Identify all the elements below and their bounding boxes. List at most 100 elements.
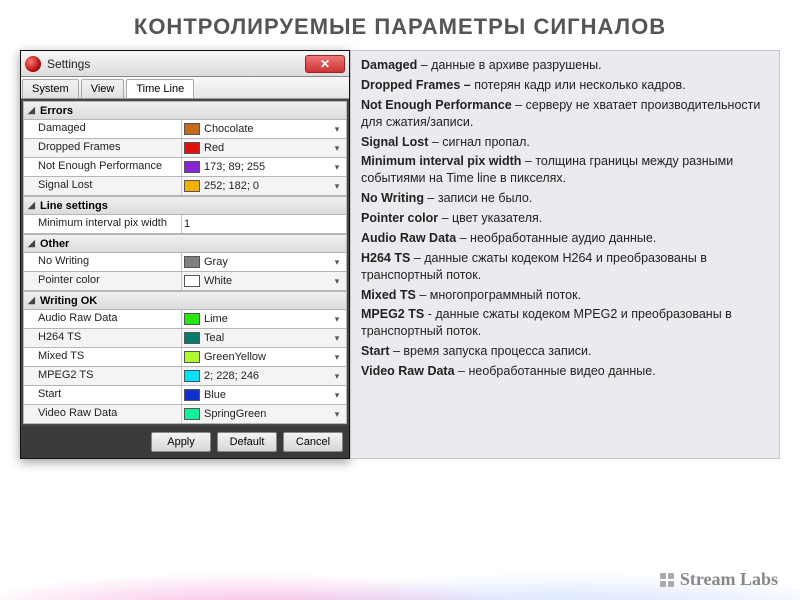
description-line: MPEG2 TS - данные сжаты кодеком MPEG2 и … xyxy=(361,306,769,340)
property-value[interactable]: 2; 228; 246 ▾ xyxy=(182,367,346,385)
property-value[interactable]: 252; 182; 0 ▾ xyxy=(182,177,346,195)
dropdown-icon[interactable]: ▾ xyxy=(330,314,344,325)
color-swatch xyxy=(184,408,200,420)
property-label: Signal Lost xyxy=(24,177,182,195)
dropdown-icon[interactable]: ▾ xyxy=(330,409,344,420)
section-header[interactable]: ◢Errors xyxy=(23,101,347,120)
description-term: Not Enough Performance xyxy=(361,98,512,112)
description-term: Pointer color xyxy=(361,211,438,225)
dropdown-icon[interactable]: ▾ xyxy=(330,143,344,154)
property-value-text: Blue xyxy=(204,389,226,401)
description-term: Dropped Frames – xyxy=(361,78,471,92)
property-value[interactable]: Chocolate▾ xyxy=(182,120,346,138)
description-term: Audio Raw Data xyxy=(361,231,456,245)
property-value[interactable]: White▾ xyxy=(182,272,346,290)
property-value[interactable]: Blue ▾ xyxy=(182,386,346,404)
dropdown-icon[interactable]: ▾ xyxy=(330,257,344,268)
property-value-text: Teal xyxy=(204,332,224,344)
color-swatch xyxy=(184,332,200,344)
section-title: Line settings xyxy=(40,200,108,212)
property-row[interactable]: MPEG2 TS2; 228; 246▾ xyxy=(23,367,347,386)
description-term: MPEG2 TS xyxy=(361,307,424,321)
property-row[interactable]: Not Enough Performance173; 89; 255▾ xyxy=(23,158,347,177)
color-swatch xyxy=(184,142,200,154)
property-row[interactable]: Signal Lost 252; 182; 0 ▾ xyxy=(23,177,347,196)
property-label: Audio Raw Data xyxy=(24,310,182,328)
property-row[interactable]: Minimum interval pix width1 xyxy=(23,215,347,234)
close-button[interactable]: ✕ xyxy=(305,55,345,73)
tab-bar: SystemViewTime Line xyxy=(21,77,349,99)
property-value[interactable]: 173; 89; 255 ▾ xyxy=(182,158,346,176)
property-label: Start xyxy=(24,386,182,404)
tab-view[interactable]: View xyxy=(81,79,125,98)
collapse-icon: ◢ xyxy=(28,105,38,116)
property-label: Mixed TS xyxy=(24,348,182,366)
description-term: Video Raw Data xyxy=(361,364,455,378)
collapse-icon: ◢ xyxy=(28,200,38,211)
property-label: Minimum interval pix width xyxy=(24,215,182,233)
property-row[interactable]: Mixed TS GreenYellow ▾ xyxy=(23,348,347,367)
color-swatch xyxy=(184,313,200,325)
app-icon xyxy=(25,56,41,72)
section-header[interactable]: ◢Line settings xyxy=(23,196,347,215)
property-value[interactable]: 1 xyxy=(182,215,346,233)
window-titlebar[interactable]: Settings ✕ xyxy=(21,51,349,77)
description-line: Pointer color – цвет указателя. xyxy=(361,210,769,227)
dropdown-icon[interactable]: ▾ xyxy=(330,124,344,135)
color-swatch xyxy=(184,351,200,363)
property-row[interactable]: H264 TS Teal ▾ xyxy=(23,329,347,348)
section-header[interactable]: ◢Other xyxy=(23,234,347,253)
property-value-text: GreenYellow xyxy=(204,351,266,363)
brand-logo: Stream Labs xyxy=(660,569,778,590)
property-value[interactable]: Teal ▾ xyxy=(182,329,346,347)
property-row[interactable]: Start Blue ▾ xyxy=(23,386,347,405)
description-term: Damaged xyxy=(361,58,417,72)
page-title: КОНТРОЛИРУЕМЫЕ ПАРАМЕТРЫ СИГНАЛОВ xyxy=(0,0,800,50)
cancel-button[interactable]: Cancel xyxy=(283,432,343,452)
dropdown-icon[interactable]: ▾ xyxy=(330,162,344,173)
collapse-icon: ◢ xyxy=(28,238,38,249)
property-value[interactable]: Lime▾ xyxy=(182,310,346,328)
description-line: Mixed TS – многопрограммный поток. xyxy=(361,287,769,304)
property-value[interactable]: SpringGreen▾ xyxy=(182,405,346,423)
property-value-text: 1 xyxy=(184,218,190,230)
apply-button[interactable]: Apply xyxy=(151,432,211,452)
collapse-icon: ◢ xyxy=(28,295,38,306)
tab-time-line[interactable]: Time Line xyxy=(126,79,194,98)
description-line: Damaged – данные в архиве разрушены. xyxy=(361,57,769,74)
dropdown-icon[interactable]: ▾ xyxy=(330,333,344,344)
default-button[interactable]: Default xyxy=(217,432,277,452)
dropdown-icon[interactable]: ▾ xyxy=(330,276,344,287)
property-value[interactable]: Gray ▾ xyxy=(182,253,346,271)
property-label: No Writing xyxy=(24,253,182,271)
property-label: H264 TS xyxy=(24,329,182,347)
property-label: Damaged xyxy=(24,120,182,138)
description-term: Start xyxy=(361,344,389,358)
description-line: H264 TS – данные сжаты кодеком H264 и пр… xyxy=(361,250,769,284)
dropdown-icon[interactable]: ▾ xyxy=(330,181,344,192)
property-value-text: Gray xyxy=(204,256,228,268)
property-row[interactable]: Audio Raw DataLime▾ xyxy=(23,310,347,329)
property-row[interactable]: Dropped FramesRed▾ xyxy=(23,139,347,158)
dropdown-icon[interactable]: ▾ xyxy=(330,371,344,382)
color-swatch xyxy=(184,389,200,401)
property-value-text: 173; 89; 255 xyxy=(204,161,265,173)
dropdown-icon[interactable]: ▾ xyxy=(330,352,344,363)
property-row[interactable]: No Writing Gray ▾ xyxy=(23,253,347,272)
close-icon: ✕ xyxy=(320,57,330,71)
tab-system[interactable]: System xyxy=(22,79,79,98)
property-value[interactable]: Red ▾ xyxy=(182,139,346,157)
dropdown-icon[interactable]: ▾ xyxy=(330,390,344,401)
property-value[interactable]: GreenYellow ▾ xyxy=(182,348,346,366)
property-value-text: 2; 228; 246 xyxy=(204,370,259,382)
property-row[interactable]: Pointer colorWhite▾ xyxy=(23,272,347,291)
property-label: Video Raw Data xyxy=(24,405,182,423)
property-row[interactable]: DamagedChocolate▾ xyxy=(23,120,347,139)
dialog-buttons: Apply Default Cancel xyxy=(21,426,349,458)
property-value-text: Red xyxy=(204,142,224,154)
description-term: No Writing xyxy=(361,191,424,205)
description-line: Signal Lost – сигнал пропал. xyxy=(361,134,769,151)
property-row[interactable]: Video Raw DataSpringGreen▾ xyxy=(23,405,347,424)
section-header[interactable]: ◢Writing OK xyxy=(23,291,347,310)
property-value-text: 252; 182; 0 xyxy=(204,180,259,192)
